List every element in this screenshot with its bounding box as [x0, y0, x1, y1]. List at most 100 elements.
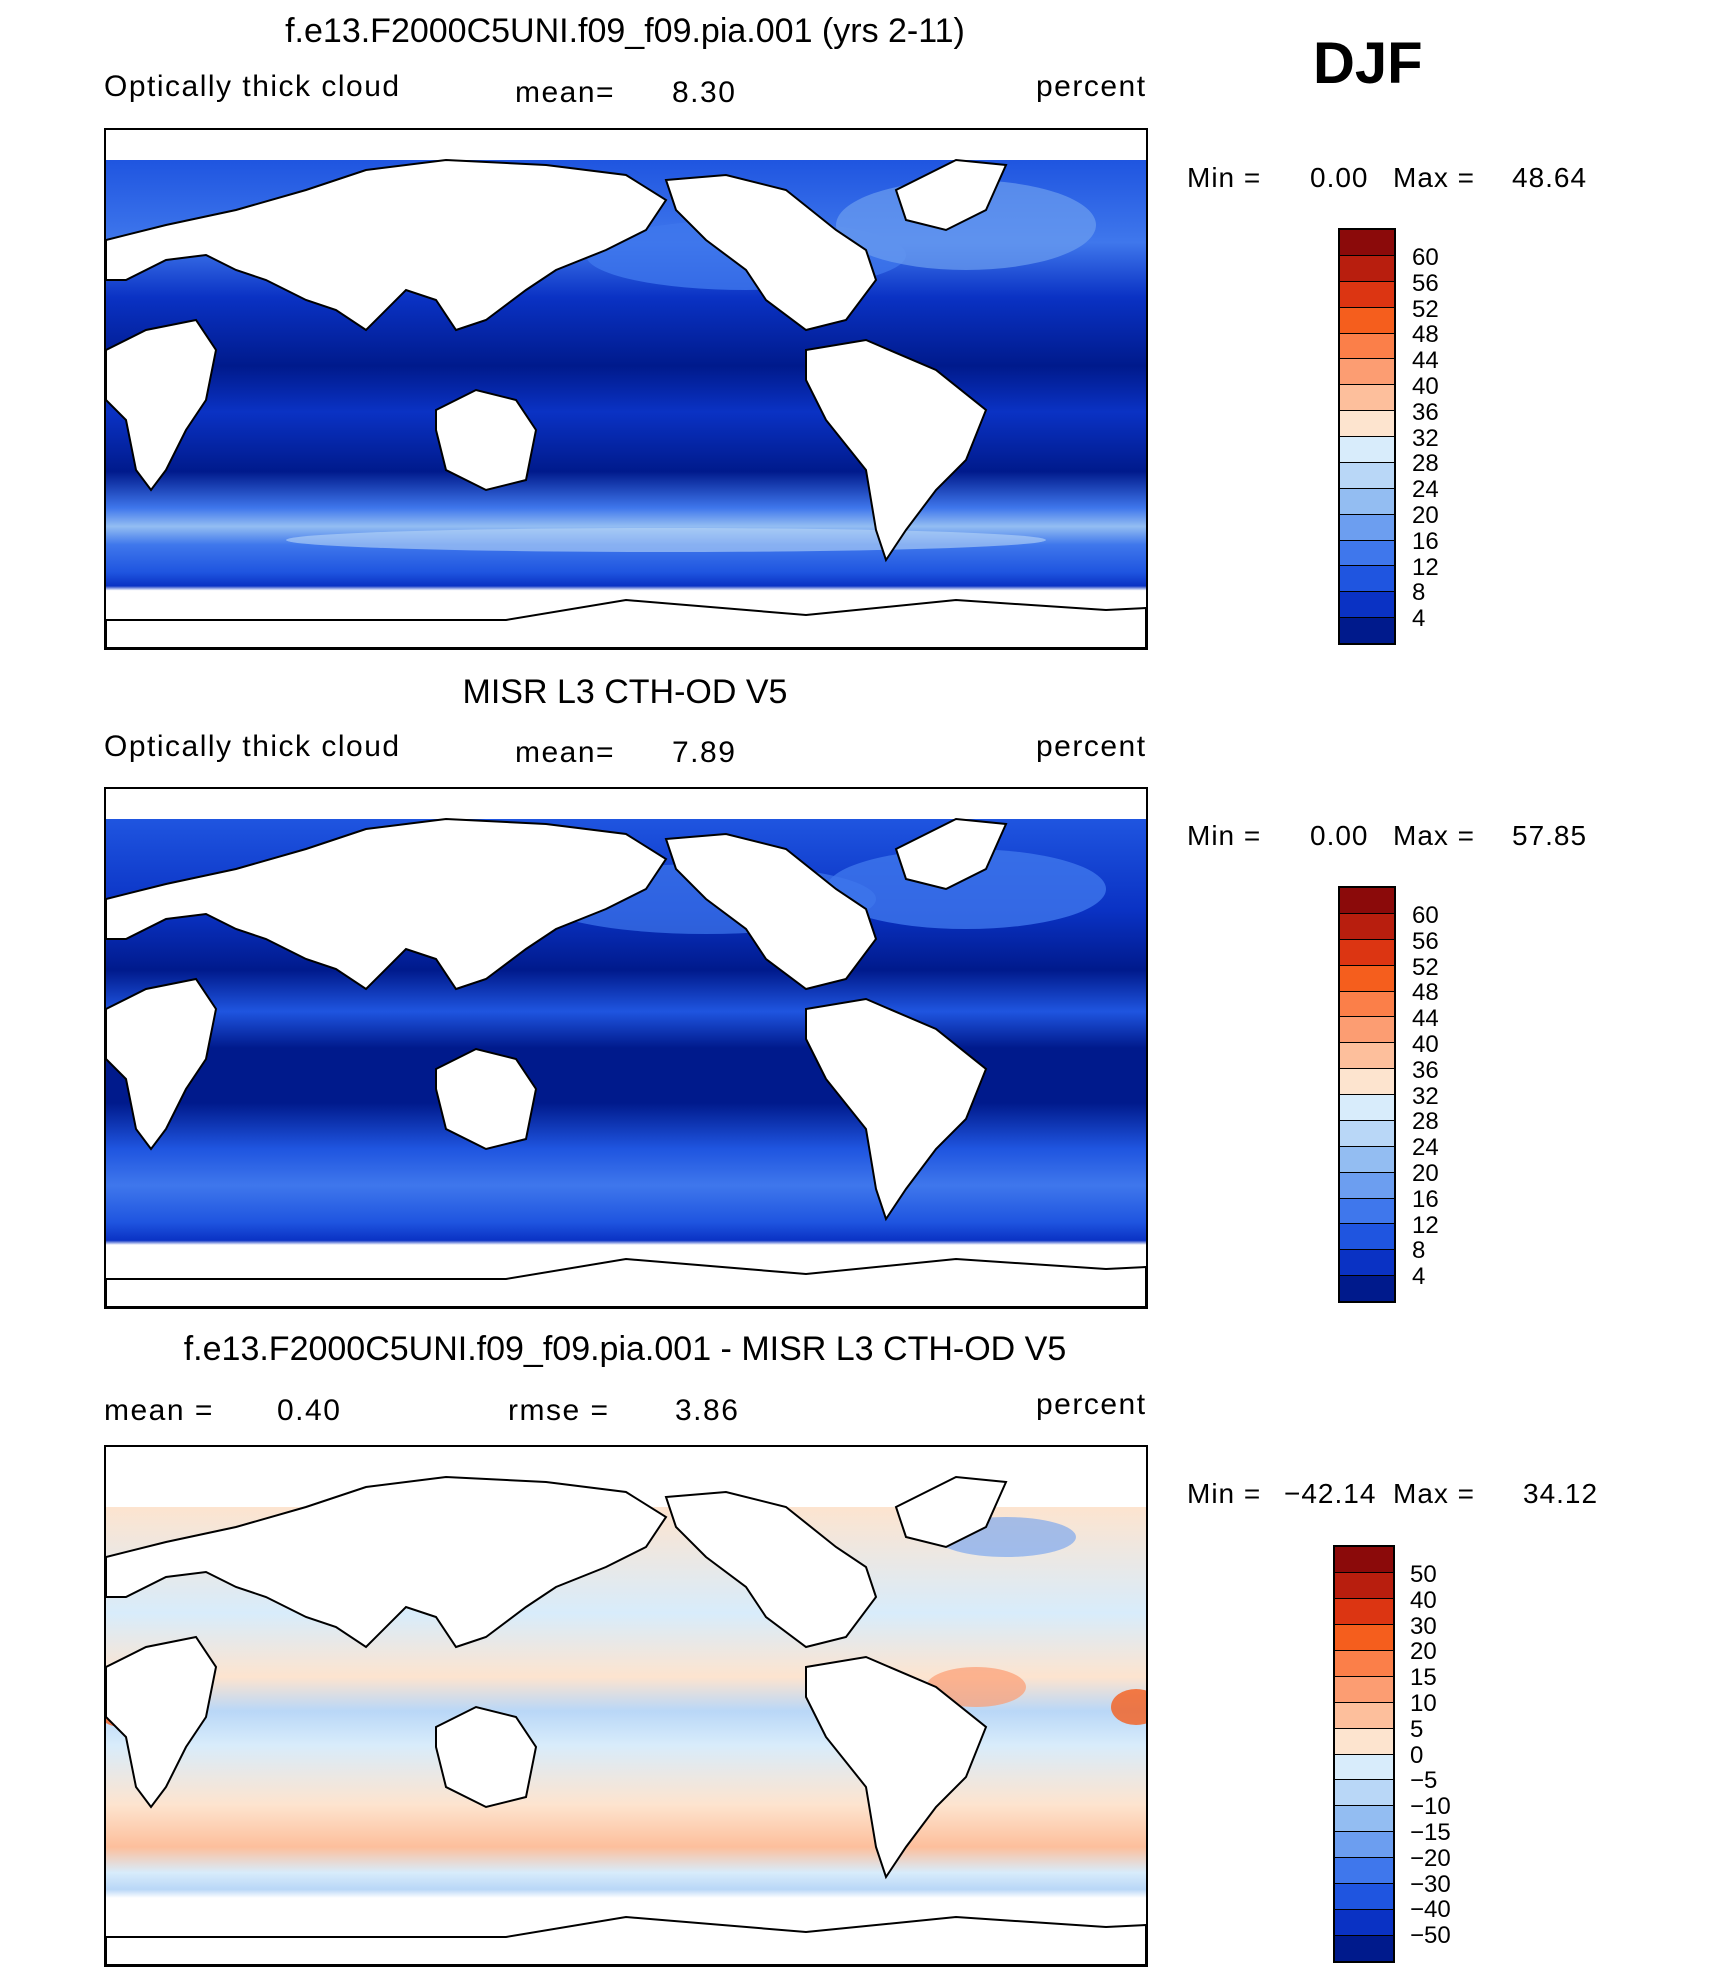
panel3-max-label: Max =: [1393, 1478, 1476, 1509]
panel3-mean-label: mean =: [104, 1394, 214, 1427]
colorbar-tick-label: 44: [1412, 347, 1439, 375]
panel1-units: percent: [1036, 70, 1147, 103]
colorbar-tick-label: 52: [1412, 953, 1439, 981]
colorbar-swatch: [1340, 255, 1394, 282]
panel3-min-value: −42.14: [1284, 1478, 1377, 1509]
panel2-max-label: Max =: [1393, 820, 1476, 851]
panel1-mean-label: mean=: [515, 76, 616, 109]
colorbar-swatch: [1335, 1884, 1393, 1911]
colorbar-tick-label: 56: [1412, 269, 1439, 297]
colorbar-swatch: [1340, 1095, 1394, 1121]
colorbar-swatch: [1340, 888, 1394, 914]
colorbar-swatch: [1340, 1069, 1394, 1095]
panel3-rmse-label: rmse =: [508, 1394, 610, 1427]
panel2-min-value: 0.00: [1310, 820, 1369, 851]
colorbar-swatch: [1340, 307, 1394, 334]
colorbar-swatch: [1335, 1676, 1393, 1703]
colorbar-tick-label: 0: [1410, 1741, 1424, 1769]
panel2-mean-value: 7.89: [672, 736, 737, 769]
colorbar-tick-label: 24: [1412, 1134, 1439, 1162]
panel2-max-value: 57.85: [1512, 820, 1588, 851]
colorbar-swatch: [1335, 1650, 1393, 1677]
colorbar-swatch: [1340, 566, 1394, 593]
colorbar-swatch: [1340, 333, 1394, 360]
colorbar-tick-label: 44: [1412, 1005, 1439, 1033]
colorbar-swatch: [1340, 462, 1394, 489]
colorbar-tick-label: 16: [1412, 527, 1439, 555]
colorbar-tick-label: 56: [1412, 927, 1439, 955]
colorbar-tick-label: 24: [1412, 476, 1439, 504]
colorbar-tick-label: −30: [1410, 1870, 1451, 1898]
colorbar-tick-label: 60: [1412, 244, 1439, 271]
colorbar-swatch: [1340, 437, 1394, 463]
colorbar-swatch: [1335, 1624, 1393, 1651]
colorbar-tick-label: 20: [1410, 1638, 1437, 1666]
colorbar-tick-label: 40: [1412, 373, 1439, 400]
colorbar-tick-label: 8: [1412, 1237, 1426, 1265]
colorbar-tick-label: −50: [1410, 1922, 1451, 1950]
colorbar-tick-label: −20: [1410, 1844, 1451, 1872]
colorbar-tick-label: 5: [1410, 1715, 1424, 1743]
colorbar-swatch: [1340, 1017, 1394, 1044]
panel3-mean-value: 0.40: [277, 1394, 342, 1427]
colorbar-tick-label: 28: [1412, 450, 1439, 478]
colorbar-swatch: [1335, 1858, 1393, 1885]
colorbar-tick-label: 12: [1412, 1211, 1439, 1239]
colorbar-swatch: [1340, 230, 1394, 256]
colorbar-tick-label: 16: [1412, 1185, 1439, 1213]
colorbar-swatch: [1335, 1547, 1393, 1573]
panel3-title: f.e13.F2000C5UNI.f09_f09.pia.001 - MISR …: [183, 1330, 1067, 1368]
colorbar-tick-label: 30: [1410, 1612, 1437, 1640]
panel1-max-value: 48.64: [1512, 162, 1588, 193]
panel3-rmse-value: 3.86: [675, 1394, 740, 1427]
colorbar-swatch: [1340, 1146, 1394, 1173]
colorbar-swatch: [1335, 1910, 1393, 1937]
colorbar-swatch: [1340, 359, 1394, 386]
panel2-title: MISR L3 CTH-OD V5: [462, 673, 788, 711]
colorbar-tick-label: −10: [1410, 1793, 1451, 1821]
panel3-max-value: 34.12: [1523, 1478, 1599, 1509]
colorbar-swatch: [1340, 618, 1394, 643]
panel1-min-value: 0.00: [1310, 162, 1369, 193]
panel3-units: percent: [1036, 1388, 1147, 1421]
colorbar-tick-label: −15: [1410, 1819, 1451, 1846]
colorbar-swatch: [1340, 1276, 1394, 1301]
colorbar-swatch: [1335, 1598, 1393, 1625]
colorbar-swatch: [1340, 488, 1394, 515]
colorbar-swatch: [1340, 540, 1394, 567]
colorbar-swatch: [1340, 281, 1394, 308]
colorbar-tick-label: 10: [1410, 1690, 1437, 1717]
panel2-units: percent: [1036, 730, 1147, 763]
colorbar-swatch: [1340, 1198, 1394, 1225]
panel3-min-label: Min =: [1187, 1478, 1262, 1509]
colorbar-swatch: [1335, 1936, 1393, 1961]
panel2-map: [104, 787, 1148, 1309]
colorbar-swatch: [1335, 1780, 1393, 1807]
colorbar-tick-label: 20: [1412, 1160, 1439, 1187]
colorbar-swatch: [1335, 1702, 1393, 1729]
colorbar-swatch: [1340, 385, 1394, 412]
colorbar-swatch: [1340, 1043, 1394, 1070]
colorbar-swatch: [1340, 592, 1394, 619]
colorbar-tick-label: 15: [1410, 1664, 1437, 1692]
colorbar-tick-label: 52: [1412, 295, 1439, 323]
panel1-colorbar: [1338, 228, 1396, 645]
colorbar-swatch: [1340, 411, 1394, 437]
panel2-colorbar: [1338, 886, 1396, 1303]
panel1-min-label: Min =: [1187, 162, 1262, 193]
panel1-title: f.e13.F2000C5UNI.f09_f09.pia.001 (yrs 2-…: [285, 12, 965, 50]
panel2-mean-label: mean=: [515, 736, 616, 769]
colorbar-tick-label: 36: [1412, 398, 1439, 426]
colorbar-tick-label: 48: [1412, 979, 1439, 1007]
colorbar-swatch: [1340, 965, 1394, 992]
colorbar-tick-label: 40: [1410, 1586, 1437, 1614]
panel1-map: [104, 128, 1148, 650]
colorbar-swatch: [1340, 1120, 1394, 1147]
colorbar-tick-label: 20: [1412, 502, 1439, 529]
season-label: DJF: [1313, 31, 1423, 96]
colorbar-swatch: [1335, 1832, 1393, 1859]
colorbar-swatch: [1340, 939, 1394, 966]
colorbar-swatch: [1340, 913, 1394, 940]
colorbar-tick-label: 40: [1412, 1031, 1439, 1058]
panel1-variable-label: Optically thick cloud: [104, 70, 401, 103]
